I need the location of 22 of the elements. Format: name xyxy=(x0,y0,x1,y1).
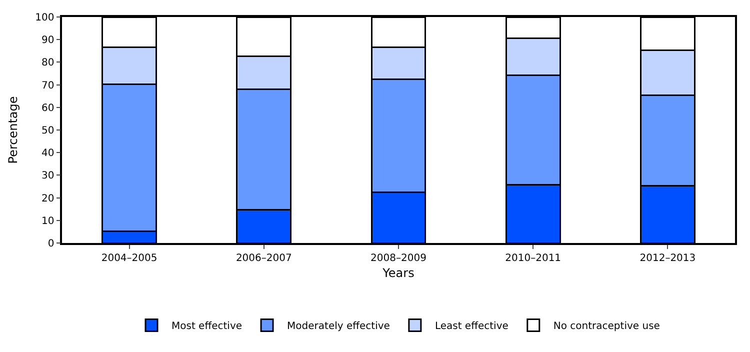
legend-label: Most effective xyxy=(172,321,242,332)
y-tick-label: 40 xyxy=(42,148,54,160)
x-tick-label: 2004–2005 xyxy=(101,252,158,264)
x-axis-title: Years xyxy=(382,266,414,280)
legend-label: Moderately effective xyxy=(287,321,390,332)
y-tick-label: 80 xyxy=(42,58,54,69)
legend-label: No contraceptive use xyxy=(553,321,660,332)
y-axis-title: Percentage xyxy=(6,96,20,164)
y-tick-label: 70 xyxy=(42,80,54,92)
x-tick-label: 2010–2011 xyxy=(505,252,562,264)
y-tick-label: 50 xyxy=(42,126,54,136)
y-tick-label: 60 xyxy=(42,102,54,114)
legend-label: Least effective xyxy=(434,321,508,332)
y-tick-label: 30 xyxy=(42,170,54,182)
x-tick-label: 2006–2007 xyxy=(236,252,292,264)
y-tick-label: 0 xyxy=(48,238,54,250)
y-tick-label: 90 xyxy=(42,35,54,46)
y-tick-label: 20 xyxy=(42,193,54,204)
x-tick-label: 2008–2009 xyxy=(370,252,426,264)
y-tick-label: 100 xyxy=(35,12,54,24)
y-tick-label: 10 xyxy=(42,216,54,227)
x-tick-label: 2012–2013 xyxy=(640,252,696,264)
